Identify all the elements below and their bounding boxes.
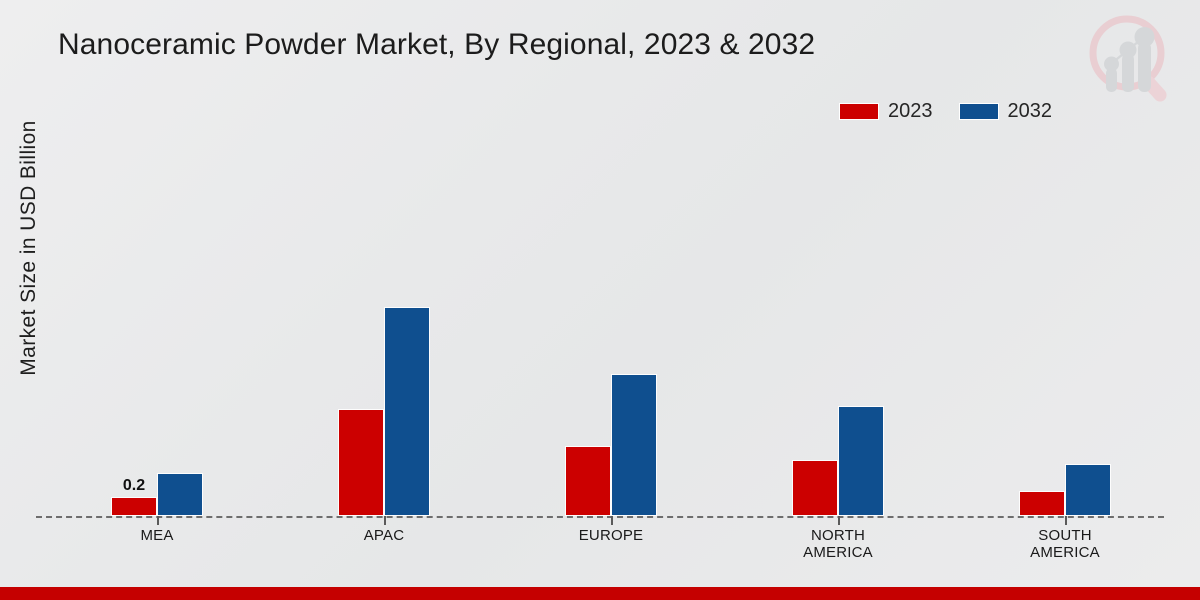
bar-apac-2023[interactable]: [338, 409, 384, 516]
x-axis-baseline: [36, 516, 1164, 518]
x-label-mea-line-1: MEA: [140, 527, 174, 544]
bar-south-america-2023[interactable]: [1019, 491, 1065, 516]
bar-group-apac: [337, 96, 431, 516]
x-tick-mea: [157, 516, 159, 525]
legend-label-2023: 2023: [888, 100, 933, 122]
bar-mea-2023[interactable]: 0.2: [111, 477, 157, 516]
x-tick-europe: [611, 516, 613, 525]
x-tick-south-america: [1065, 516, 1067, 525]
bar-europe-2032[interactable]: [611, 374, 657, 516]
legend-entry-2023[interactable]: 2023: [839, 100, 933, 123]
bar-north-america-2023[interactable]: [792, 460, 838, 516]
x-label-mea: MEA: [67, 527, 247, 544]
x-label-north-america-line-1: NORTH: [810, 527, 866, 544]
x-label-south-america-line-1: SOUTH: [1038, 527, 1092, 544]
bar-group-mea: 0.2: [110, 96, 204, 516]
x-label-apac-line-1: APAC: [363, 527, 405, 544]
chart-title: Nanoceramic Powder Market, By Regional, …: [58, 28, 816, 61]
legend-label-2032: 2032: [1007, 100, 1053, 122]
legend-entry-2032[interactable]: 2032: [958, 100, 1053, 123]
bar-group-south-america: [1018, 96, 1112, 516]
x-tick-north-america: [838, 516, 840, 525]
x-tick-apac: [384, 516, 386, 525]
x-label-south-america: SOUTH AMERICA: [975, 527, 1155, 561]
legend-swatch-2032: [958, 103, 999, 120]
bar-north-america-2032[interactable]: [838, 406, 884, 516]
x-label-north-america: NORTH AMERICA: [748, 527, 928, 561]
chart-legend: 2023 2032: [839, 100, 1052, 123]
bar-group-north-america: [791, 96, 885, 516]
bar-apac-2032[interactable]: [384, 307, 430, 516]
x-label-north-america-line-2: AMERICA: [803, 544, 873, 561]
x-label-europe-line-1: EUROPE: [578, 527, 644, 544]
bar-mea-2032[interactable]: [157, 473, 203, 516]
bar-south-america-2032[interactable]: [1065, 464, 1111, 516]
legend-swatch-2023: [839, 103, 879, 120]
bar-group-europe: [564, 96, 658, 516]
bar-europe-2023[interactable]: [565, 446, 611, 516]
footer-accent-bar: [0, 587, 1200, 600]
bar-value-mea-2023: 0.2: [122, 477, 146, 494]
x-label-europe: EUROPE: [521, 527, 701, 544]
x-label-south-america-line-2: AMERICA: [1030, 544, 1100, 561]
x-label-apac: APAC: [294, 527, 474, 544]
